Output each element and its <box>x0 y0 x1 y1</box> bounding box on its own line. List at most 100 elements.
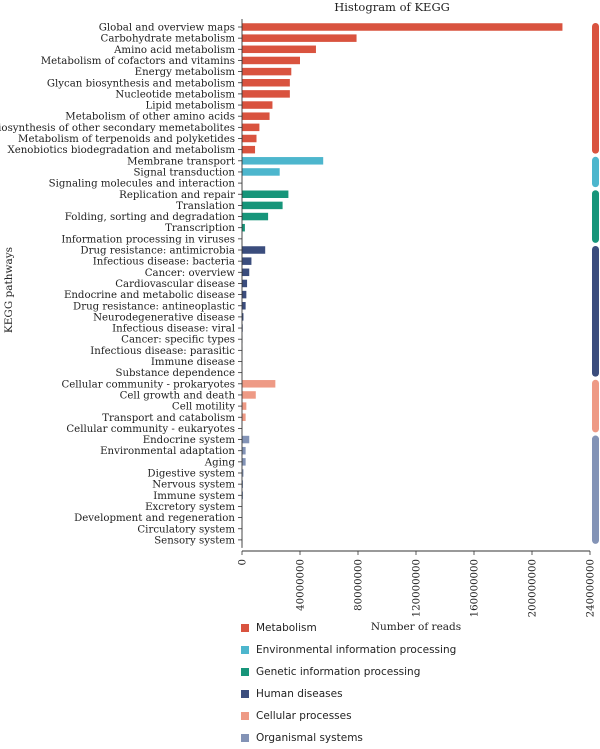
category-label: Substance dependence <box>116 368 236 379</box>
category-label: Cellular community - prokaryotes <box>61 379 235 390</box>
category-label: Drug resistance: antimicrobia <box>80 246 235 257</box>
category-label: Infectious disease: viral <box>112 324 235 335</box>
bar <box>242 491 244 500</box>
legend-item: Cellular processes <box>241 705 456 727</box>
category-label: Neurodegenerative disease <box>93 312 235 323</box>
category-label: Energy metabolism <box>135 67 236 78</box>
bar <box>242 23 563 31</box>
legend-item: Human diseases <box>241 683 456 705</box>
category-label: Xenobiotics biodegradation and metabolis… <box>7 145 235 156</box>
group-indicator-bars <box>592 23 599 544</box>
category-label: Sensory system <box>154 535 235 546</box>
bar <box>242 257 252 265</box>
bar <box>242 469 244 477</box>
category-label: Biosynthesis of other secondary memetabo… <box>0 123 235 134</box>
x-axis: 0 40000000 80000000 120000000 160000000 20000… <box>238 19 597 617</box>
legend-label: Metabolism <box>256 622 317 634</box>
bar <box>242 112 270 120</box>
legend-swatch <box>241 734 249 742</box>
bar <box>242 157 324 165</box>
bar <box>242 246 266 254</box>
bar <box>242 223 245 232</box>
category-label: Global and overview maps <box>99 23 235 34</box>
category-label: Cell motility <box>172 402 235 413</box>
category-label: Nucleotide metabolism <box>115 89 235 100</box>
bar <box>242 190 289 198</box>
legend-label: Human diseases <box>256 688 343 700</box>
bar <box>242 101 273 109</box>
bar <box>242 402 247 410</box>
category-label: Development and regeneration <box>74 513 235 524</box>
group-indicator <box>592 23 599 154</box>
legend-item: Environmental information processing <box>241 639 456 661</box>
category-label: Aging <box>204 457 236 468</box>
bar <box>242 458 246 466</box>
bar <box>242 45 316 54</box>
bar <box>242 145 256 154</box>
legend-label: Organismal systems <box>256 732 363 744</box>
chart-title: Histogram of KEGG <box>334 0 450 14</box>
category-label: Immune disease <box>151 357 235 368</box>
x-tick-label: 240000000 <box>586 559 597 617</box>
x-tick-label: 200000000 <box>528 559 539 617</box>
category-label: Excretory system <box>145 502 235 513</box>
bar <box>242 391 256 399</box>
bar <box>242 90 290 98</box>
legend-item: Genetic information processing <box>241 661 456 683</box>
bar <box>242 279 248 288</box>
legend-label: Environmental information processing <box>256 644 457 656</box>
legend-swatch <box>241 646 249 654</box>
category-label: Information processing in viruses <box>61 234 235 245</box>
bar <box>242 480 244 488</box>
legend-swatch <box>241 624 249 632</box>
category-label: Drug resistance: antineoplastic <box>73 301 235 312</box>
legend-swatch <box>241 712 249 720</box>
category-label: Glycan biosynthesis and metabolism <box>47 78 235 89</box>
bars-layer <box>242 23 563 544</box>
category-label: Cardiovascular disease <box>115 279 235 290</box>
category-label: Environmental adaptation <box>100 446 235 457</box>
category-label: Immune system <box>153 491 235 502</box>
legend-swatch <box>241 668 249 676</box>
category-label: Nervous system <box>152 480 235 491</box>
category-label: Translation <box>176 201 235 212</box>
y-axis-label: KEGG pathways <box>3 247 15 333</box>
x-tick-label: 0 <box>238 559 249 565</box>
group-indicator <box>592 190 599 243</box>
x-tick-label: 120000000 <box>412 559 423 617</box>
category-label: Circulatory system <box>137 524 235 535</box>
bar <box>242 446 246 455</box>
category-label: Infectious disease: parasitic <box>90 346 235 357</box>
category-label: Metabolism of cofactors and vitamins <box>41 56 235 67</box>
bar <box>242 380 276 388</box>
group-indicator <box>592 379 599 433</box>
category-label: Signaling molecules and interaction <box>49 179 236 190</box>
bar <box>242 413 246 421</box>
bar <box>242 290 247 299</box>
bar <box>242 212 269 221</box>
bar <box>242 168 280 176</box>
bar <box>242 313 244 321</box>
x-tick-label: 40000000 <box>296 559 307 611</box>
bar <box>242 302 246 310</box>
legend-swatch <box>241 690 249 698</box>
group-indicator <box>592 156 599 188</box>
category-label: Replication and repair <box>119 190 235 201</box>
legend-item: Organismal systems <box>241 727 456 749</box>
bar <box>242 56 300 65</box>
category-label: Metabolism of terpenoids and polyketides <box>18 134 235 145</box>
category-label: Transport and catabolism <box>102 413 235 424</box>
category-label: Metabolism of other amino acids <box>65 112 235 123</box>
category-label: Signal transduction <box>133 167 235 178</box>
category-label: Folding, sorting and degradation <box>65 212 236 223</box>
category-label: Digestive system <box>147 469 235 480</box>
bar <box>242 201 283 210</box>
category-label: Endocrine and metabolic disease <box>64 290 235 301</box>
category-label: Cancer: overview <box>145 268 236 279</box>
legend-label: Cellular processes <box>256 710 352 722</box>
category-label: Endocrine system <box>143 435 236 446</box>
category-label: Infectious disease: bacteria <box>93 257 235 268</box>
category-label: Cellular community - eukaryotes <box>66 424 235 435</box>
category-label: Amino acid metabolism <box>113 45 235 56</box>
